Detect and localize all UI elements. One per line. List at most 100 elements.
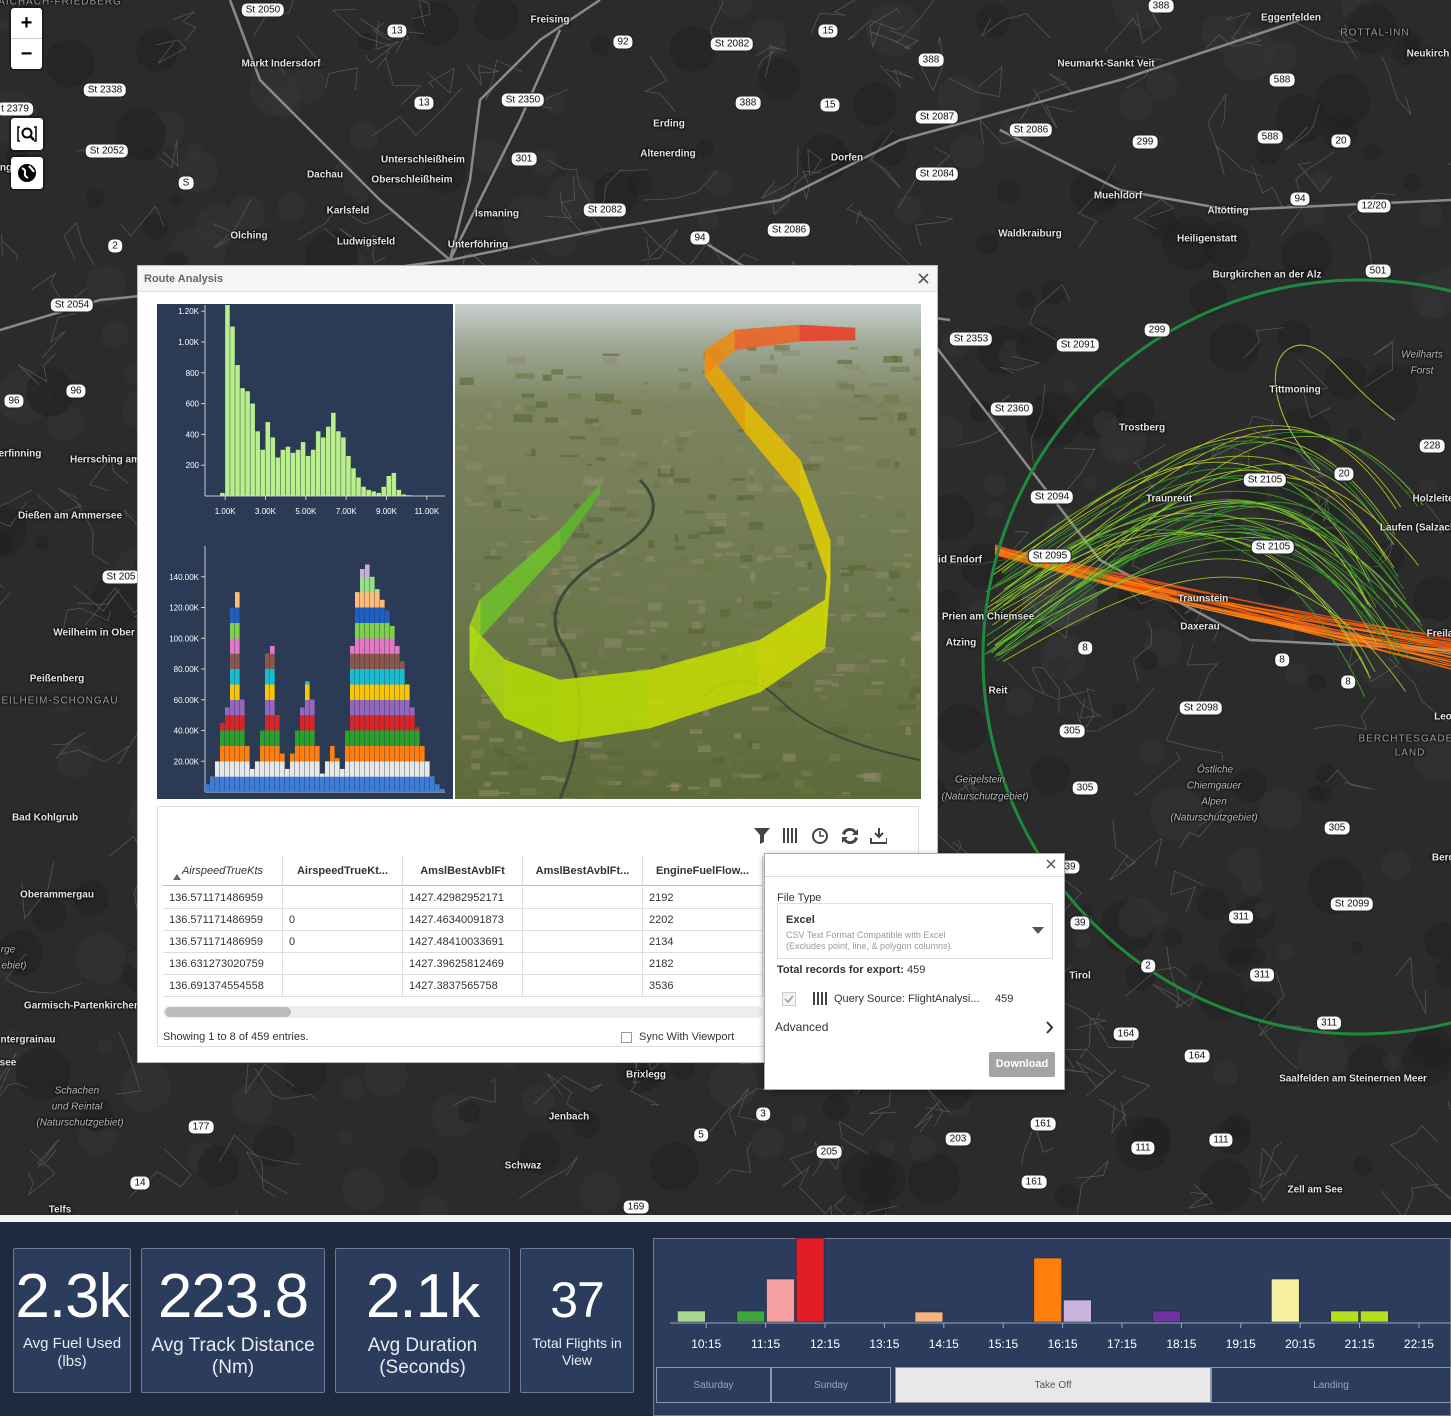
table-cell: 1427.48410033691	[403, 931, 523, 953]
time-icon[interactable]	[812, 828, 828, 844]
minor-road	[1364, 339, 1395, 388]
column-header[interactable]: AirspeedTrueKt...	[283, 856, 403, 886]
field	[834, 479, 852, 483]
field	[799, 391, 816, 397]
field	[774, 345, 790, 351]
refresh-icon[interactable]	[842, 827, 858, 845]
bar	[240, 699, 245, 792]
field	[861, 513, 867, 517]
minor-road	[947, 531, 1030, 566]
flight-track	[995, 435, 1424, 656]
field	[484, 555, 502, 560]
download-button[interactable]: Download	[989, 1052, 1055, 1077]
sync-checkbox[interactable]	[621, 1032, 632, 1043]
place-label: ntergrainau	[0, 1034, 56, 1046]
bar	[240, 388, 245, 496]
field	[917, 581, 921, 590]
field	[535, 401, 548, 408]
close-button[interactable]	[918, 273, 929, 284]
tab[interactable]: Take Off	[895, 1367, 1211, 1403]
field	[836, 794, 852, 799]
tab[interactable]: Sunday	[771, 1367, 891, 1403]
road-shield: 388	[734, 95, 762, 111]
field	[713, 552, 723, 558]
field	[590, 795, 606, 799]
minor-road	[1186, 644, 1219, 703]
search-button[interactable]	[11, 118, 43, 150]
field	[867, 568, 875, 571]
minor-road	[37, 1138, 60, 1169]
field	[515, 730, 522, 739]
columns-icon[interactable]	[783, 828, 797, 843]
column-header[interactable]: EngineFuelFlow...	[643, 856, 763, 886]
minor-road	[1207, 93, 1227, 152]
filter-icon[interactable]	[754, 828, 770, 844]
tab[interactable]: Landing	[1211, 1367, 1451, 1403]
terrain	[1213, 1060, 1239, 1087]
field	[842, 792, 850, 795]
terrain	[718, 0, 753, 19]
field	[854, 455, 870, 464]
dialog-close[interactable]	[1046, 859, 1056, 869]
terrain	[290, 66, 328, 104]
field	[913, 348, 921, 357]
field	[476, 425, 492, 430]
field	[530, 448, 536, 457]
field	[588, 545, 598, 551]
field	[581, 740, 587, 743]
minor-road	[1247, 415, 1274, 440]
bar	[255, 431, 260, 496]
terrain	[1311, 169, 1331, 189]
terrain	[1365, 363, 1418, 416]
minor-road	[253, 0, 294, 37]
advanced-toggle[interactable]: Advanced	[775, 1020, 829, 1034]
bar	[341, 437, 346, 496]
place-label: Atzing	[945, 637, 977, 649]
field	[871, 681, 885, 685]
column-header[interactable]: AmslBestAvblFt	[403, 856, 523, 886]
field	[660, 759, 669, 762]
road-shield: St 2338	[82, 82, 128, 98]
terrain	[1402, 1034, 1451, 1086]
3d-view[interactable]	[455, 304, 921, 799]
zoom-out[interactable]: −	[20, 43, 33, 65]
zoom-in[interactable]: +	[11, 8, 42, 39]
bar	[395, 645, 400, 792]
minor-road	[173, 11, 197, 41]
place-label: (Naturschutzgebiet)	[36, 1117, 124, 1129]
place-label: Prien am Chiemsee	[941, 611, 1035, 623]
terrain	[1040, 633, 1087, 680]
field	[734, 797, 746, 799]
field	[682, 466, 689, 475]
field	[620, 598, 640, 602]
field	[859, 395, 873, 404]
terrain	[937, 703, 987, 754]
export-icon[interactable]	[870, 828, 887, 844]
basemap-button[interactable]	[11, 157, 43, 189]
y-tick-label: 20.00K	[174, 757, 200, 766]
road-shield: 388	[1147, 0, 1175, 14]
scrollbar[interactable]	[163, 1005, 763, 1019]
field	[718, 561, 727, 568]
bar	[400, 661, 405, 792]
column-header[interactable]: AirspeedTrueKts	[163, 856, 283, 886]
tab[interactable]: Saturday	[656, 1367, 771, 1403]
bar	[375, 589, 380, 792]
minor-road	[254, 1068, 317, 1101]
field	[488, 635, 508, 641]
terrain	[232, 1082, 274, 1125]
kpi-card: 37 Total Flights in View	[520, 1248, 634, 1393]
source-checkbox[interactable]	[782, 992, 796, 1006]
column-header[interactable]: AmslBestAvblFt...	[523, 856, 643, 886]
minor-road	[915, 216, 955, 246]
field	[895, 510, 906, 519]
field	[708, 494, 716, 501]
kpi-label: Avg Track Distance (Nm)	[151, 1335, 315, 1378]
field	[913, 637, 921, 640]
file-type-select[interactable]: Excel CSV Text Format Compatible with Ex…	[777, 903, 1053, 959]
field	[464, 769, 472, 778]
bar	[391, 472, 397, 496]
sort-icon	[173, 867, 181, 880]
field	[487, 475, 506, 485]
table-cell: 3536	[643, 975, 763, 997]
